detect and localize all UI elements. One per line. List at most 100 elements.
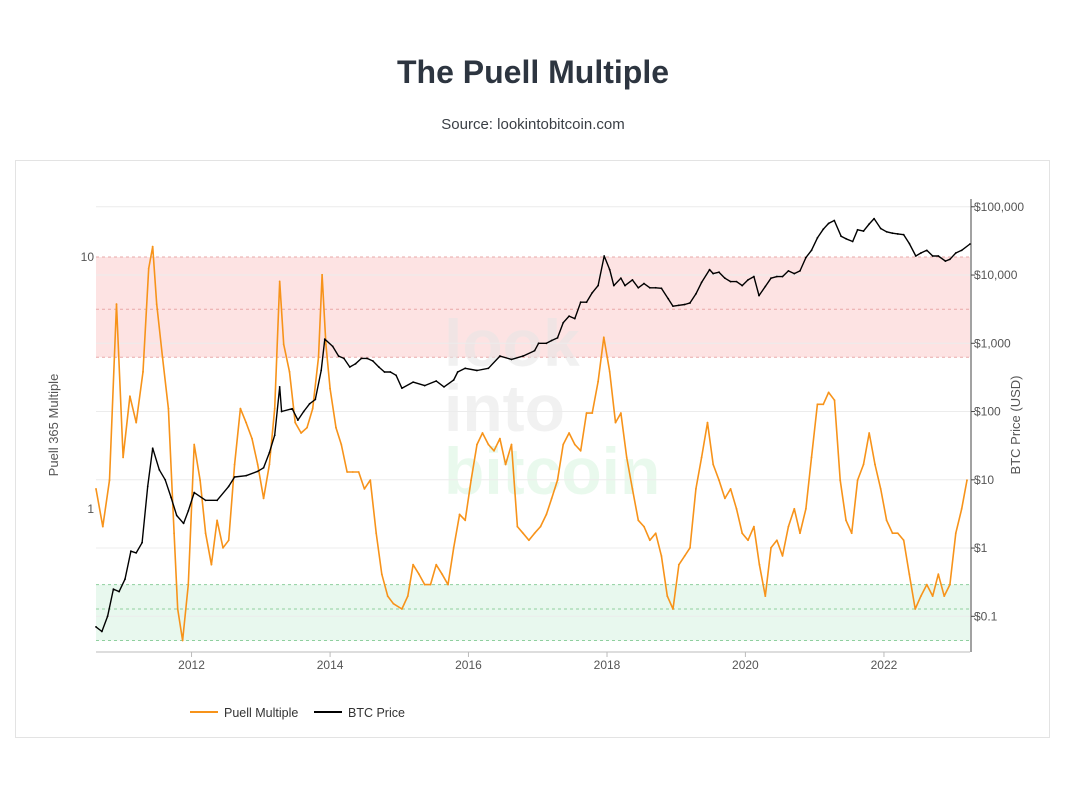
data-point-puell: [151, 245, 154, 248]
data-point-price: [781, 275, 784, 278]
data-point-puell: [245, 421, 248, 424]
data-point-price: [833, 219, 836, 222]
data-point-puell: [573, 443, 576, 446]
data-point-puell: [770, 546, 772, 549]
data-point-puell: [363, 487, 366, 490]
data-point-price: [631, 278, 634, 281]
data-point-price: [660, 287, 663, 290]
data-point-puell: [239, 407, 242, 410]
data-point-puell: [487, 443, 490, 446]
data-point-price: [395, 374, 397, 377]
data-point-price: [920, 252, 922, 254]
data-point-puell: [193, 443, 196, 446]
data-point-puell: [210, 563, 213, 566]
data-point-puell: [447, 583, 449, 586]
data-point-puell: [943, 595, 946, 598]
data-point-puell: [920, 595, 922, 598]
data-point-puell: [597, 380, 600, 383]
data-point-puell: [966, 479, 968, 482]
legend-item-puell[interactable]: Puell Multiple: [190, 706, 298, 720]
x-tick-label: 2022: [871, 658, 898, 672]
legend-item-price[interactable]: BTC Price: [314, 706, 405, 720]
data-point-puell: [317, 356, 320, 359]
data-point-price: [323, 338, 326, 341]
chart-panel: look into bitcoin 10 1 $100,000 $10,000 $1,…: [15, 160, 1050, 738]
source-subtitle: Source: lookintobitcoin.com: [441, 116, 625, 133]
data-point-puell: [902, 539, 905, 542]
data-point-puell: [429, 583, 432, 586]
data-point-price: [141, 541, 143, 544]
data-point-puell: [216, 519, 219, 522]
data-point-puell: [375, 532, 378, 535]
data-point-puell: [833, 399, 836, 402]
puell-multiple-chart: look into bitcoin 101 $100,000$10,000$1,…: [46, 199, 1024, 720]
data-point-price: [510, 358, 513, 361]
data-point-puell: [268, 463, 271, 466]
data-point-price: [487, 367, 490, 370]
data-point-puell: [666, 595, 669, 598]
data-point-price: [637, 286, 640, 289]
left-axis-ticks: 10 1: [81, 250, 95, 516]
data-point-puell: [874, 463, 876, 466]
data-point-price: [354, 362, 357, 365]
data-point-puell: [856, 479, 859, 482]
data-point-price: [343, 357, 345, 360]
data-point-price: [937, 255, 940, 257]
data-point-puell: [619, 412, 622, 414]
data-point-price: [314, 398, 317, 401]
data-point-price: [810, 249, 813, 252]
data-point-puell: [914, 608, 917, 610]
data-point-puell: [648, 539, 651, 542]
data-point-puell: [822, 403, 825, 406]
data-point-puell: [764, 595, 767, 598]
data-point-puell: [625, 456, 628, 459]
data-point-puell: [885, 519, 888, 522]
data-point-price: [118, 590, 121, 593]
data-point-price: [667, 297, 670, 300]
data-point-puell: [458, 513, 461, 516]
data-point-puell: [412, 563, 415, 566]
data-point-price: [452, 379, 455, 381]
data-point-price: [775, 275, 778, 278]
data-point-puell: [357, 471, 360, 473]
data-point-price: [151, 447, 154, 450]
data-point-puell: [850, 532, 853, 535]
data-point-puell: [545, 513, 548, 516]
data-point-price: [648, 286, 651, 289]
data-point-puell: [925, 583, 928, 586]
data-point-puell: [724, 497, 726, 500]
data-point-puell: [747, 539, 749, 542]
data-point-puell: [167, 407, 170, 410]
data-point-price: [712, 272, 715, 275]
data-point-price: [741, 284, 744, 287]
data-point-puell: [862, 463, 865, 466]
data-point-price: [624, 284, 626, 287]
data-point-puell: [695, 487, 697, 490]
data-point-puell: [122, 456, 125, 459]
data-point-price: [960, 249, 963, 252]
data-point-puell: [95, 487, 97, 490]
data-point-price: [308, 402, 311, 405]
data-point-puell: [683, 555, 686, 557]
data-point-puell: [329, 387, 331, 390]
x-axis-ticks: 2012 2014 2016 2018 2020 2022: [178, 652, 898, 672]
right-axis-ticks: $100,000 $10,000 $1,000 $100 $10 $1 $0.1: [971, 200, 1024, 623]
data-point-price: [689, 302, 691, 304]
data-point-price: [764, 285, 767, 288]
gridlines: [96, 206, 970, 617]
data-point-puell: [187, 583, 190, 586]
data-point-price: [799, 269, 801, 272]
data-point-puell: [321, 273, 324, 276]
data-point-price: [793, 272, 796, 275]
data-point-puell: [637, 519, 640, 522]
legend-label-price: BTC Price: [348, 706, 405, 720]
data-point-price: [902, 233, 905, 236]
data-point-puell: [602, 336, 605, 339]
data-point-puell: [568, 432, 571, 434]
x-tick-label: 2018: [594, 658, 621, 672]
data-point-price: [337, 355, 340, 357]
series-btc-price: [95, 217, 971, 633]
data-point-price: [146, 485, 149, 488]
data-point-puell: [689, 546, 691, 549]
data-point-puell: [775, 539, 778, 542]
